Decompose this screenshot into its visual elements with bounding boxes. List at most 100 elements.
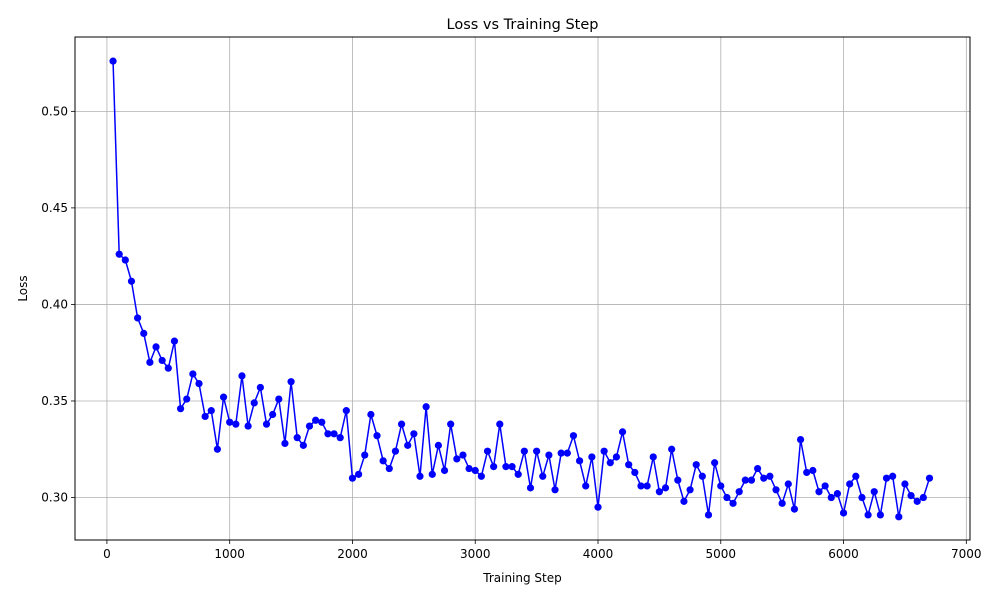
loss-point: [852, 472, 860, 480]
loss-point: [502, 463, 510, 471]
loss-point: [711, 459, 719, 467]
loss-point: [471, 466, 479, 475]
loss-point: [146, 358, 154, 366]
loss-point: [496, 420, 504, 428]
loss-point: [422, 403, 430, 411]
x-tick-label: 0: [103, 547, 111, 561]
loss-point: [385, 464, 393, 473]
loss-point: [545, 451, 553, 459]
loss-point: [127, 277, 136, 285]
loss-point: [367, 410, 375, 419]
loss-point: [312, 416, 320, 424]
loss-point: [355, 470, 363, 478]
loss-point: [391, 447, 400, 455]
loss-point: [925, 474, 934, 482]
loss-point: [766, 472, 774, 480]
loss-point: [453, 455, 461, 463]
y-axis-ticks: 0.30 0.35 0.40 0.45 0.50: [41, 104, 75, 505]
loss-point: [170, 337, 179, 345]
loss-point: [637, 482, 645, 490]
loss-point: [582, 482, 590, 490]
loss-point: [858, 493, 866, 502]
loss-point: [134, 314, 142, 322]
loss-point: [115, 250, 123, 258]
plot-frame: [74, 36, 971, 541]
loss-point: [655, 488, 663, 496]
loss-point: [269, 410, 277, 419]
loss-point: [889, 472, 897, 480]
loss-point: [109, 57, 117, 65]
loss-point: [447, 420, 455, 428]
loss-point: [557, 449, 565, 457]
loss-point: [533, 447, 541, 455]
loss-point: [796, 435, 805, 444]
loss-point: [704, 511, 713, 519]
loss-point: [397, 420, 406, 428]
x-axis-ticks: 0 1000 2000 3000 4000 5000 6000 7000: [103, 540, 982, 561]
loss-point: [821, 482, 829, 490]
loss-point: [318, 418, 326, 426]
loss-point: [428, 470, 436, 478]
y-tick-label: 0.40: [41, 297, 68, 311]
loss-point: [299, 441, 307, 449]
loss-point: [760, 474, 768, 482]
loss-point: [907, 491, 915, 500]
loss-point: [882, 474, 891, 482]
loss-point: [839, 509, 848, 517]
loss-point: [324, 430, 332, 438]
loss-point: [361, 451, 369, 459]
loss-point: [404, 441, 412, 449]
loss-point: [588, 453, 596, 461]
loss-point: [465, 464, 473, 473]
loss-point: [895, 513, 903, 521]
loss-point: [876, 511, 884, 519]
loss-point: [226, 418, 234, 426]
x-tick-label: 5000: [706, 547, 737, 561]
loss-point: [600, 447, 608, 455]
loss-point: [379, 457, 387, 465]
loss-point: [772, 486, 780, 494]
loss-point: [563, 449, 571, 457]
loss-point: [459, 451, 467, 459]
loss-point: [330, 430, 338, 438]
x-axis-title: Training Step: [482, 571, 562, 585]
loss-point: [674, 476, 682, 484]
loss-point: [164, 364, 172, 372]
x-tick-label: 2000: [337, 547, 368, 561]
loss-point: [643, 482, 651, 490]
grid: [75, 37, 970, 540]
loss-point: [575, 457, 584, 465]
loss-point: [336, 434, 344, 442]
loss-point: [275, 395, 283, 403]
loss-point: [158, 356, 166, 365]
loss-point: [342, 407, 350, 415]
loss-point: [919, 493, 927, 502]
loss-point: [508, 463, 516, 471]
loss-point: [606, 459, 614, 467]
loss-point: [207, 407, 215, 415]
loss-point: [526, 484, 535, 492]
x-tick-label: 1000: [214, 547, 245, 561]
loss-point: [625, 461, 633, 469]
loss-point: [373, 432, 381, 440]
x-tick-label: 3000: [460, 547, 491, 561]
x-tick-label: 6000: [828, 547, 859, 561]
loss-point: [901, 480, 909, 488]
loss-point: [717, 482, 725, 490]
loss-point: [189, 370, 197, 378]
loss-point: [846, 480, 854, 488]
loss-point: [477, 472, 485, 480]
loss-point: [238, 372, 246, 380]
loss-point: [348, 474, 357, 482]
y-tick-label: 0.50: [41, 104, 68, 118]
loss-point: [440, 466, 449, 475]
loss-point: [140, 329, 148, 337]
loss-point: [913, 497, 921, 505]
loss-point: [256, 383, 264, 392]
loss-point: [569, 432, 578, 440]
loss-point: [520, 447, 528, 455]
loss-point: [735, 488, 743, 496]
loss-point: [692, 461, 700, 469]
loss-point: [434, 441, 443, 449]
